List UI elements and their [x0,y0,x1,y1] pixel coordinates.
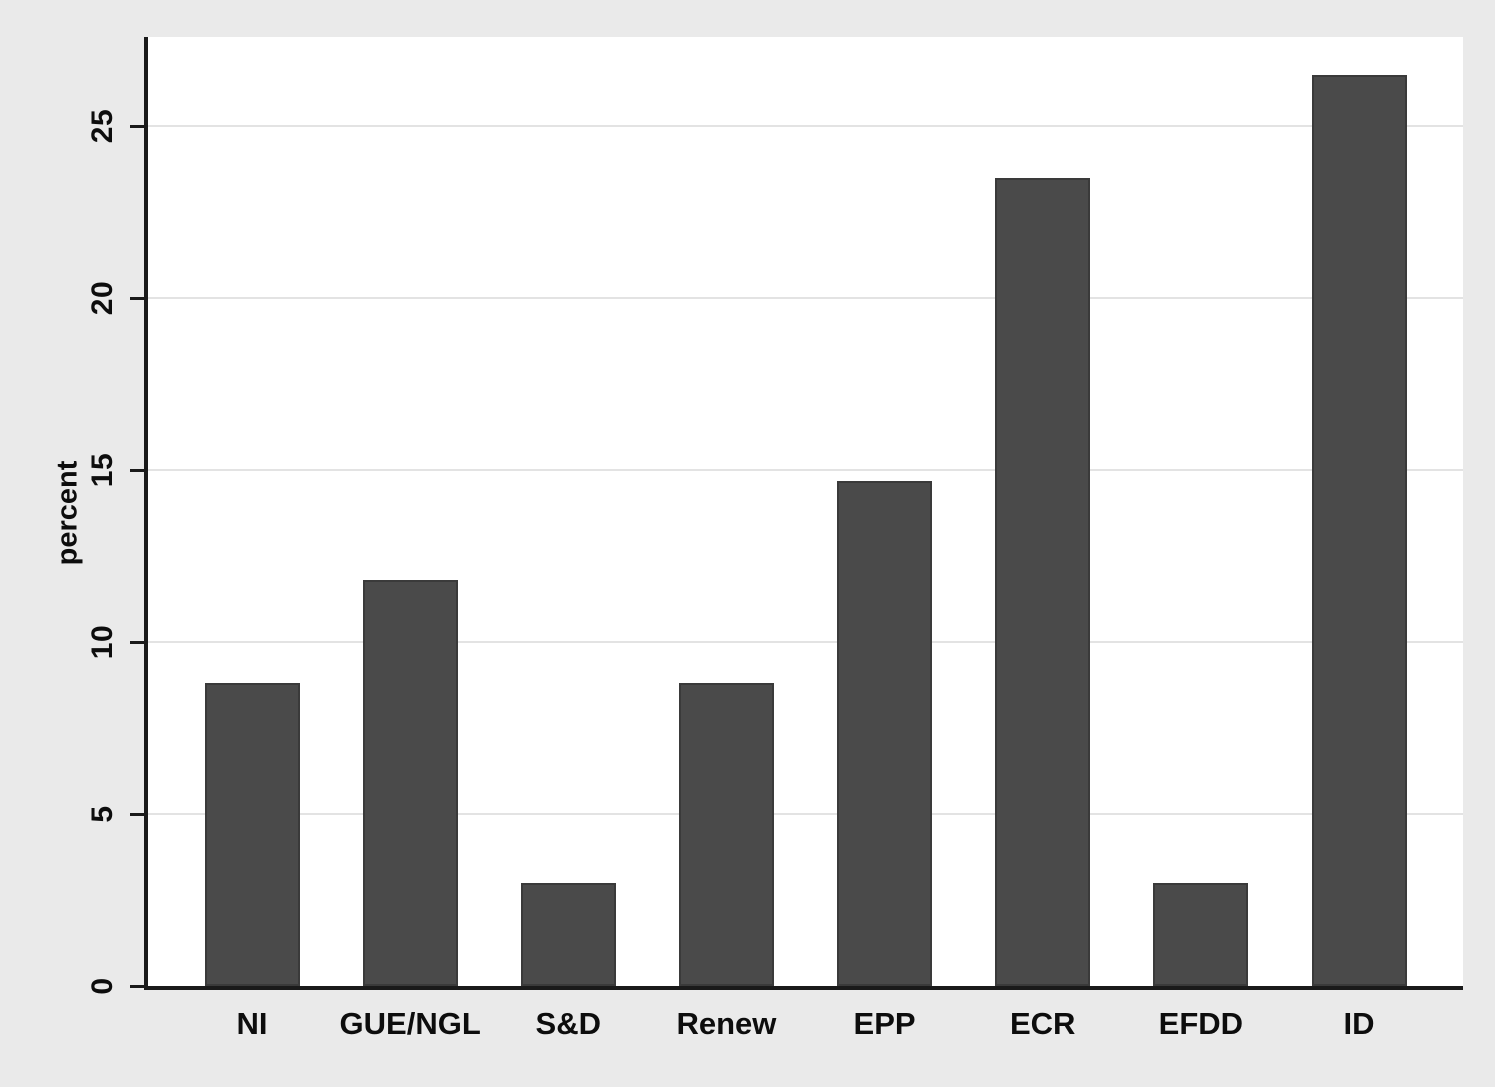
x-axis-label: EFDD [1158,1006,1244,1041]
y-tick [130,468,145,472]
y-tick-label: 20 [86,281,119,316]
gridline [148,641,1463,644]
y-tick-label: 25 [86,109,119,144]
x-axis-label: S&D [535,1006,602,1041]
x-axis-label: ID [1343,1006,1375,1041]
y-tick [130,124,145,128]
y-tick-label: 10 [86,624,119,660]
plot-area [148,37,1463,986]
x-axis-label: EPP [853,1006,916,1041]
bar [520,882,616,986]
gridline [148,813,1463,816]
gridline [148,469,1463,472]
bar [678,683,774,986]
bar [837,480,933,986]
bar [1311,74,1407,986]
bar [995,177,1091,986]
x-axis-label: GUE/NGL [339,1006,481,1041]
y-tick-label: 15 [86,453,119,488]
gridline [148,125,1463,128]
x-axis-label: ECR [1009,1006,1076,1041]
y-tick-label: 0 [86,977,119,995]
y-tick [130,984,145,988]
x-axis-label: NI [236,1006,268,1041]
x-axis-label: Renew [676,1006,777,1041]
x-axis-line [144,986,1463,990]
y-axis-title: percent [51,460,84,566]
y-axis-line [144,37,148,990]
bar [1153,882,1249,986]
y-tick-label: 5 [86,805,119,823]
y-tick [130,640,145,644]
y-tick [130,812,145,816]
y-tick [130,296,145,300]
gridline [148,297,1463,300]
bar [362,580,458,986]
bar [204,683,300,986]
